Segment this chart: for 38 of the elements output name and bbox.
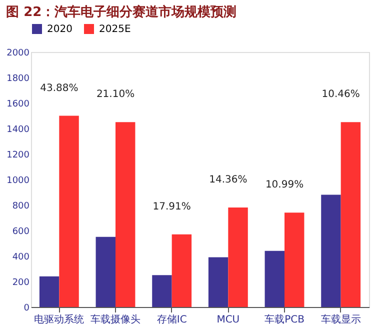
y-tick-label: 1200 bbox=[6, 150, 30, 160]
annotation: 14.36% bbox=[209, 174, 248, 186]
x-tick-label: 车载摄像头 bbox=[90, 314, 140, 326]
bar bbox=[321, 194, 341, 307]
bar bbox=[96, 236, 116, 307]
y-tick-label: 2000 bbox=[6, 48, 30, 58]
y-tick-label: 200 bbox=[12, 278, 30, 288]
bar bbox=[264, 250, 284, 307]
x-tick-label: MCU bbox=[216, 314, 240, 326]
bar bbox=[39, 276, 60, 307]
y-tick-label: 600 bbox=[12, 227, 30, 237]
bar bbox=[284, 212, 304, 307]
y-tick-label: 1800 bbox=[6, 74, 30, 84]
bar bbox=[59, 116, 79, 307]
legend-label: 2020 bbox=[47, 24, 72, 35]
bar bbox=[152, 275, 172, 307]
y-tick-label: 1000 bbox=[6, 176, 30, 186]
annotation: 10.99% bbox=[265, 180, 304, 191]
legend-label: 2025E bbox=[99, 24, 131, 35]
y-tick-label: 0 bbox=[24, 304, 30, 314]
bar bbox=[172, 234, 192, 307]
x-tick-label: 电驱动系统 bbox=[34, 314, 84, 326]
x-tick-label: 车载PCB bbox=[264, 314, 305, 326]
annotation: 10.46% bbox=[322, 89, 360, 100]
bar bbox=[340, 122, 361, 307]
y-tick-label: 800 bbox=[12, 202, 30, 212]
bar bbox=[228, 208, 248, 307]
annotation: 17.91% bbox=[152, 201, 191, 212]
annotation: 43.88% bbox=[40, 82, 78, 94]
y-tick-label: 1400 bbox=[6, 125, 30, 135]
bar bbox=[208, 257, 228, 307]
x-tick-label: 存储IC bbox=[156, 314, 187, 326]
y-tick-label: 1600 bbox=[6, 100, 30, 110]
bar bbox=[116, 122, 136, 307]
chart-title: 图 22：汽车电子细分赛道市场规模预测 bbox=[6, 4, 237, 20]
y-tick-label: 400 bbox=[12, 252, 30, 262]
annotation: 21.10% bbox=[96, 89, 135, 100]
x-tick-label: 车载显示 bbox=[320, 314, 361, 326]
